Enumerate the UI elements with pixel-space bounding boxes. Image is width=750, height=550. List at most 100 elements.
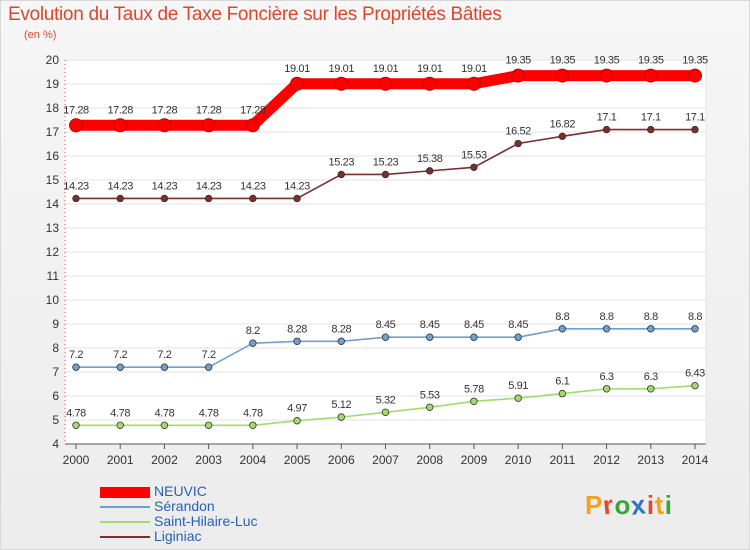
data-point <box>381 408 390 417</box>
data-point <box>514 394 522 402</box>
data-point <box>555 68 570 83</box>
data-point <box>378 76 393 91</box>
data-label: 5.91 <box>508 380 528 392</box>
legend-item: Saint-Hilaire-Luc <box>100 514 400 529</box>
data-point <box>249 339 257 347</box>
x-tick-label: 2014 <box>682 453 709 467</box>
data-point <box>691 125 699 134</box>
data-label: 4.78 <box>110 407 130 419</box>
legend-label: Sérandon <box>154 498 215 514</box>
data-label: 17.28 <box>107 104 133 116</box>
chart-title: Evolution du Taux de Taxe Foncière sur l… <box>8 4 502 25</box>
y-tick-label: 5 <box>52 413 59 427</box>
x-tick-label: 2008 <box>416 453 443 467</box>
data-label: 17.28 <box>63 104 89 116</box>
data-point <box>204 194 213 203</box>
data-point <box>293 194 301 203</box>
data-label: 19.01 <box>373 63 399 75</box>
x-tick-label: 2006 <box>328 453 355 467</box>
data-point <box>116 194 124 203</box>
data-label: 7.2 <box>157 349 171 361</box>
legend-item: NEUVIC <box>100 484 400 499</box>
data-label: 16.82 <box>550 118 576 130</box>
data-label: 6.43 <box>685 368 705 380</box>
data-point <box>470 163 478 171</box>
y-tick-label: 9 <box>52 317 59 331</box>
data-label: 17.1 <box>685 112 705 124</box>
data-point <box>293 337 301 345</box>
data-point <box>72 363 80 371</box>
data-point <box>691 381 699 390</box>
data-label: 15.38 <box>417 153 443 165</box>
y-tick-label: 15 <box>46 173 60 187</box>
data-label: 8.45 <box>376 319 396 331</box>
data-point <box>558 132 567 141</box>
data-point <box>426 403 434 411</box>
data-label: 8.28 <box>331 323 351 335</box>
data-label: 14.23 <box>152 180 178 192</box>
data-label: 4.78 <box>243 407 263 419</box>
data-label: 19.01 <box>284 63 310 75</box>
y-tick-label: 13 <box>46 221 60 235</box>
data-point <box>381 170 390 179</box>
data-label: 4.97 <box>287 403 307 415</box>
data-label: 6.3 <box>644 371 658 383</box>
data-label: 7.2 <box>69 349 83 361</box>
legend-item: Sérandon <box>100 499 400 514</box>
data-point <box>381 333 390 341</box>
data-point <box>116 363 124 371</box>
data-label: 19.01 <box>417 63 443 75</box>
data-label: 17.1 <box>597 112 617 124</box>
data-point <box>691 325 699 333</box>
data-label: 7.2 <box>113 349 127 361</box>
data-point <box>647 125 655 134</box>
data-label: 14.23 <box>107 180 133 192</box>
legend-item: Liginiac <box>100 529 400 544</box>
x-tick-label: 2011 <box>549 453 575 467</box>
legend-swatch <box>100 506 150 508</box>
data-point <box>514 139 522 148</box>
y-tick-label: 6 <box>52 389 59 403</box>
chart-legend: NEUVIC Sérandon Saint-Hilaire-Luc Liginiac <box>100 484 400 544</box>
data-label: 16.52 <box>505 126 531 138</box>
chart-subtitle: (en %) <box>24 29 57 41</box>
data-label: 14.23 <box>196 180 222 192</box>
data-label: 8.45 <box>508 319 528 331</box>
legend-swatch <box>100 486 150 498</box>
data-label: 5.78 <box>464 383 484 395</box>
y-tick-label: 14 <box>46 197 60 211</box>
data-label: 4.78 <box>66 407 86 419</box>
data-point <box>113 118 128 133</box>
data-point <box>69 118 83 133</box>
x-tick-label: 2000 <box>63 453 90 467</box>
data-label: 15.23 <box>373 156 399 168</box>
data-point <box>558 325 567 333</box>
data-label: 6.1 <box>555 376 569 388</box>
data-point <box>290 76 305 91</box>
data-point <box>511 68 526 83</box>
data-point <box>466 76 481 91</box>
x-tick-label: 2003 <box>195 453 222 467</box>
x-tick-label: 2007 <box>372 453 399 467</box>
data-label: 19.35 <box>505 55 531 67</box>
data-label: 14.23 <box>240 180 266 192</box>
data-point <box>337 337 345 345</box>
data-label: 19.01 <box>329 63 355 75</box>
data-label: 8.45 <box>464 319 484 331</box>
data-point <box>245 118 260 133</box>
data-point <box>204 363 213 371</box>
data-label: 8.8 <box>555 311 569 323</box>
data-point <box>647 385 655 393</box>
data-label: 19.35 <box>550 55 576 67</box>
data-point <box>249 194 257 203</box>
y-tick-label: 16 <box>46 149 60 163</box>
y-tick-label: 19 <box>46 77 60 91</box>
data-label: 17.28 <box>196 104 222 116</box>
data-point <box>201 118 216 133</box>
y-tick-label: 4 <box>52 437 59 451</box>
data-label: 5.12 <box>331 399 351 411</box>
data-point <box>72 421 80 429</box>
data-point <box>337 170 345 179</box>
data-label: 8.8 <box>644 311 658 323</box>
